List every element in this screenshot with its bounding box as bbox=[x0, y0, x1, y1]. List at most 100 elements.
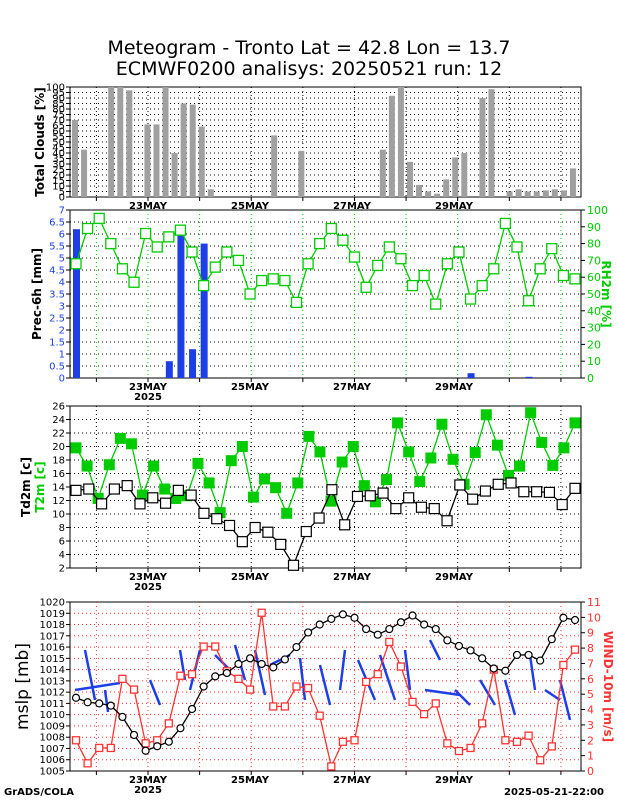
clouds-axis-label: Total Clouds [%] bbox=[33, 87, 47, 197]
y2-tick-label: 90 bbox=[587, 221, 601, 234]
wind-point bbox=[559, 660, 568, 670]
panel-pressure bbox=[66, 601, 585, 775]
wind-point bbox=[303, 683, 313, 693]
panel-frame bbox=[69, 601, 582, 772]
y2-tick-label: 9 bbox=[587, 627, 594, 640]
td2m-point bbox=[287, 559, 300, 571]
rh-axis-label: RH2m [%] bbox=[599, 260, 613, 327]
td2m-point bbox=[390, 503, 402, 515]
mslp-point bbox=[280, 655, 289, 664]
wind-point bbox=[512, 737, 522, 746]
td2m-point bbox=[326, 484, 338, 496]
wind-barb bbox=[74, 681, 121, 692]
cloud-bar bbox=[515, 189, 522, 197]
t2m-line bbox=[75, 410, 576, 516]
mslp-point bbox=[129, 730, 139, 740]
t2m-point bbox=[469, 447, 481, 459]
rh-point bbox=[418, 269, 430, 282]
x-sub-label: 2025 bbox=[134, 582, 162, 593]
y-tick-label: 18 bbox=[52, 456, 65, 467]
t2m-point bbox=[380, 474, 392, 486]
mslp-point bbox=[570, 615, 580, 625]
wind-point bbox=[350, 736, 359, 745]
t2m-point bbox=[314, 446, 326, 458]
y2-tick-label: 100 bbox=[587, 204, 608, 217]
y-tick-label: 30 bbox=[52, 160, 65, 171]
cloud-bar bbox=[180, 103, 187, 197]
td2m-point bbox=[505, 477, 517, 489]
rh-point bbox=[151, 241, 163, 253]
y-tick-label: 95 bbox=[52, 88, 65, 99]
rh-point bbox=[453, 246, 465, 258]
rh-point bbox=[209, 261, 221, 273]
td2m-point bbox=[351, 490, 364, 503]
y2-tick-label: 1 bbox=[587, 750, 594, 763]
t2m-point bbox=[103, 459, 115, 471]
y2-tick-label: 8 bbox=[587, 642, 594, 655]
x-tick-label: 23MAY bbox=[129, 572, 168, 583]
td2m-point bbox=[403, 492, 415, 504]
wind-point bbox=[292, 682, 301, 691]
y-tick-label: 3 bbox=[59, 302, 65, 313]
rh-point bbox=[174, 224, 187, 236]
y-tick-label: 10 bbox=[52, 182, 65, 193]
cloud-bar bbox=[153, 124, 160, 197]
wind-point bbox=[478, 719, 487, 728]
t2m-point bbox=[70, 442, 82, 454]
wind-point bbox=[361, 677, 371, 687]
mslp-point bbox=[118, 712, 127, 722]
cloud-bar bbox=[569, 168, 576, 197]
t2m-point bbox=[514, 460, 526, 472]
td2m-point bbox=[441, 515, 453, 527]
y-tick-label: 3.5 bbox=[49, 290, 65, 301]
mslp-point bbox=[153, 742, 162, 751]
wind-barb bbox=[528, 654, 537, 691]
wind-barb bbox=[103, 689, 110, 713]
rh-point bbox=[70, 258, 82, 270]
wind-barb bbox=[148, 679, 162, 706]
x-tick-label: 23MAY bbox=[129, 382, 168, 393]
y-tick-label: 8 bbox=[59, 523, 65, 534]
wind-point bbox=[245, 685, 255, 694]
rh-point bbox=[499, 217, 512, 230]
td2m-point bbox=[377, 487, 389, 499]
y2-tick-label: 20 bbox=[587, 338, 601, 351]
td2m-point bbox=[134, 498, 146, 510]
mslp-point bbox=[454, 641, 464, 651]
y-tick-label: 1011 bbox=[40, 699, 65, 710]
mslp-point bbox=[501, 666, 510, 675]
cloud-bar bbox=[379, 149, 386, 197]
td2m-point bbox=[211, 513, 223, 525]
wind-barb bbox=[83, 649, 97, 701]
rh-point bbox=[360, 281, 372, 293]
y-tick-label: 4 bbox=[59, 278, 65, 289]
y-tick-label: 40 bbox=[52, 149, 65, 160]
y-tick-label: 1012 bbox=[40, 688, 65, 699]
td2m-point bbox=[83, 483, 95, 495]
x-tick-label: 25MAY bbox=[231, 572, 270, 583]
y-tick-label: 85 bbox=[52, 99, 65, 110]
wind-point bbox=[315, 711, 324, 720]
wind-barb bbox=[544, 688, 561, 702]
rh-point bbox=[244, 288, 256, 300]
td2m-point bbox=[415, 501, 428, 513]
cloud-bar bbox=[542, 190, 549, 197]
rh-point bbox=[534, 263, 546, 275]
y-tick-label: 4.5 bbox=[49, 266, 65, 277]
precip-bar bbox=[467, 373, 475, 378]
rh-point bbox=[511, 241, 523, 253]
t2m-point bbox=[292, 477, 304, 489]
y2-tick-label: 50 bbox=[587, 288, 601, 301]
y-tick-label: 1013 bbox=[40, 676, 65, 687]
mslp-point bbox=[408, 611, 417, 620]
mslp-point bbox=[536, 656, 545, 665]
rh-point bbox=[430, 298, 442, 310]
td2m-point bbox=[172, 484, 184, 496]
t2m-point bbox=[347, 441, 359, 452]
y-tick-label: 1017 bbox=[40, 631, 65, 642]
y-tick-label: 7 bbox=[59, 206, 65, 217]
t2m-point bbox=[392, 417, 404, 429]
t2m-point bbox=[558, 442, 570, 454]
x-tick-label: 23MAY bbox=[129, 201, 168, 212]
